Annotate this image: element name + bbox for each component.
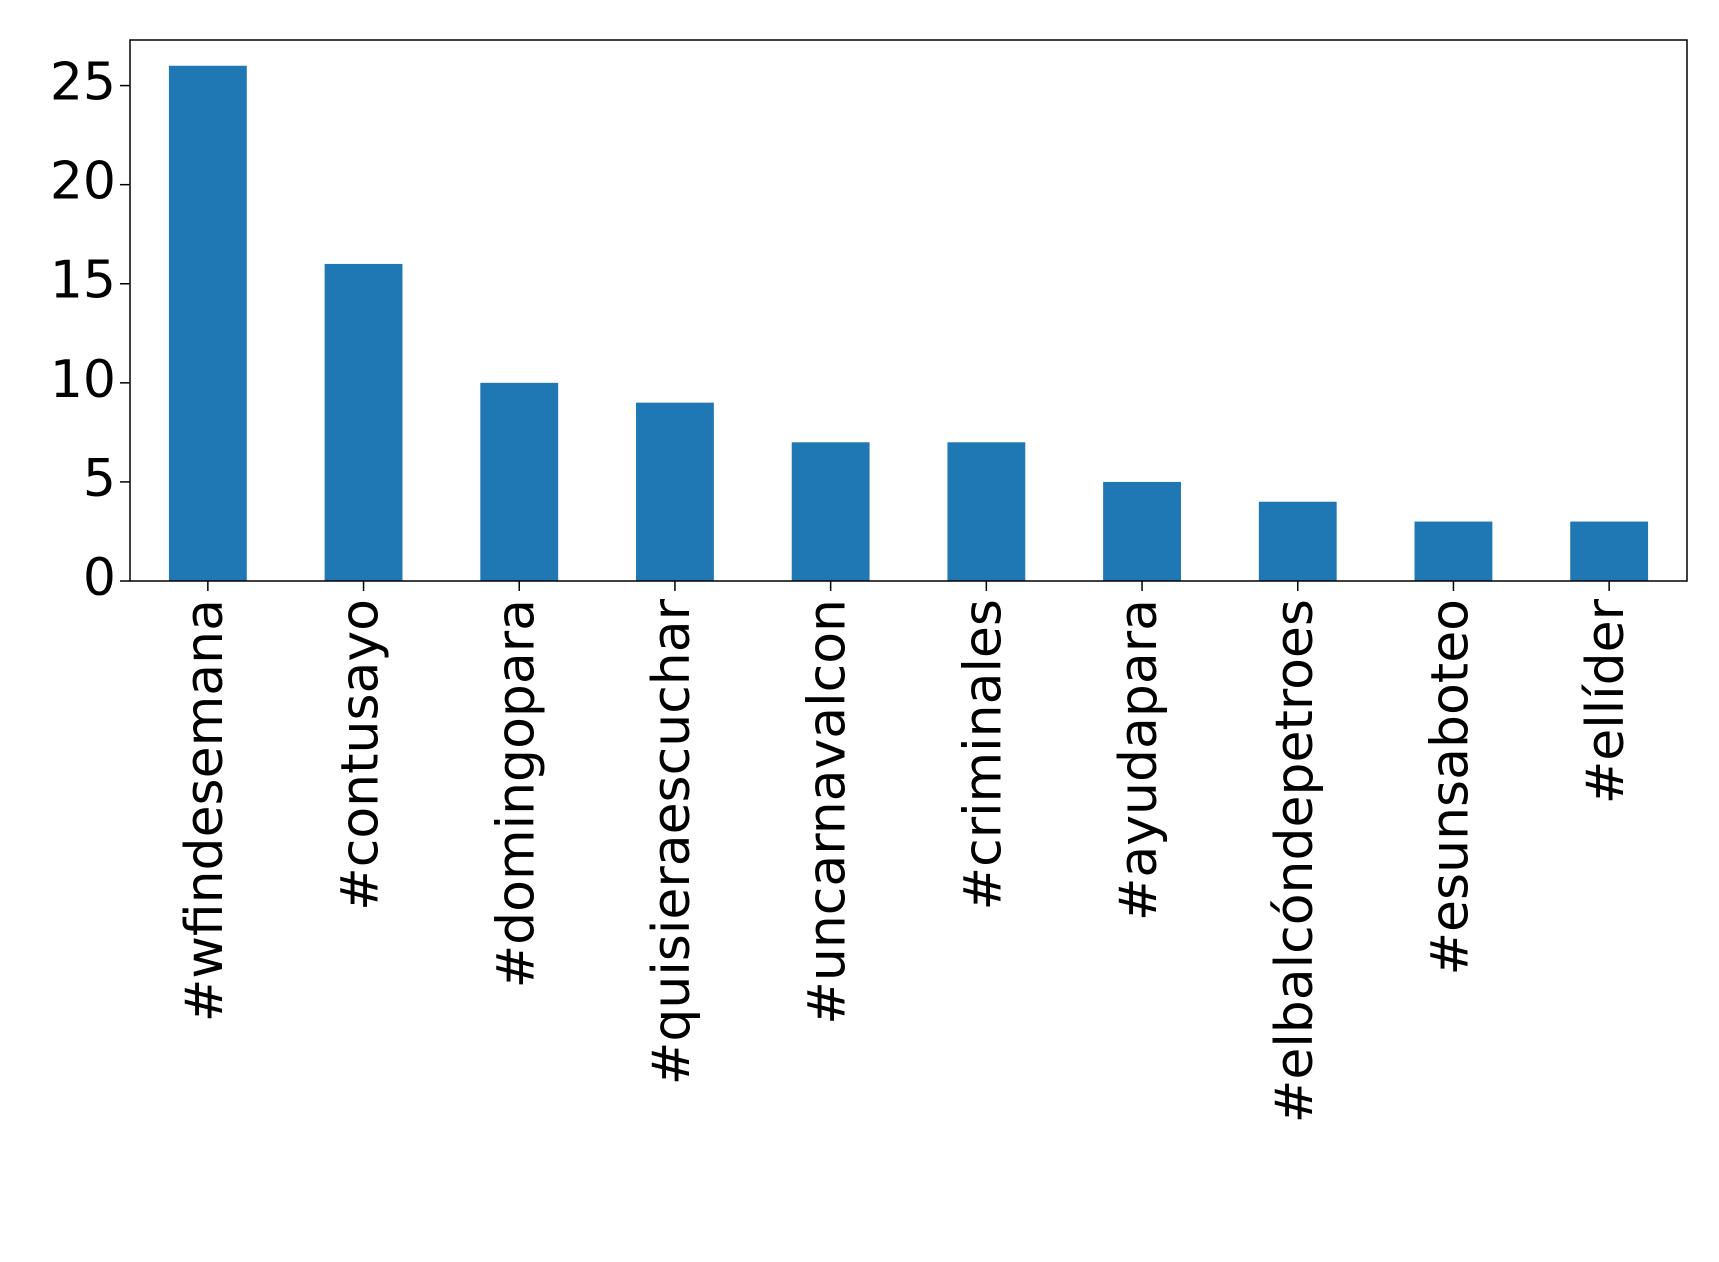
y-tick-label: 0 <box>83 548 116 608</box>
bar <box>1570 521 1649 581</box>
bar <box>480 382 559 581</box>
x-tick-label: #esunsaboteo <box>1420 599 1480 976</box>
bar <box>947 442 1026 581</box>
bar <box>1258 501 1337 581</box>
bar <box>1103 481 1181 581</box>
y-tick-label: 25 <box>50 53 116 113</box>
bar <box>168 65 247 581</box>
bar <box>1414 521 1493 581</box>
bar <box>324 263 403 581</box>
x-tick-label: #quisieraescuchar <box>642 598 702 1085</box>
plot-frame <box>129 39 1688 582</box>
x-tick-label: #criminales <box>953 599 1013 910</box>
x-tick-label: #ayudapara <box>1109 599 1169 921</box>
x-tick-label: #wfindesemana <box>175 599 235 1022</box>
y-tick-label: 5 <box>83 449 116 509</box>
x-tick-label: #elbalcóndepetroes <box>1265 599 1325 1123</box>
x-tick-label: #domingopara <box>486 599 546 988</box>
x-tick-label: #uncarnavalcon <box>798 599 858 1025</box>
y-tick-label: 20 <box>50 152 116 212</box>
y-tick-label: 10 <box>50 350 116 410</box>
y-tick-label: 15 <box>50 251 116 311</box>
bar <box>636 402 714 581</box>
x-tick-label: #ellíder <box>1576 598 1636 804</box>
bar <box>791 442 870 581</box>
x-tick-label: #contusayo <box>331 599 391 911</box>
